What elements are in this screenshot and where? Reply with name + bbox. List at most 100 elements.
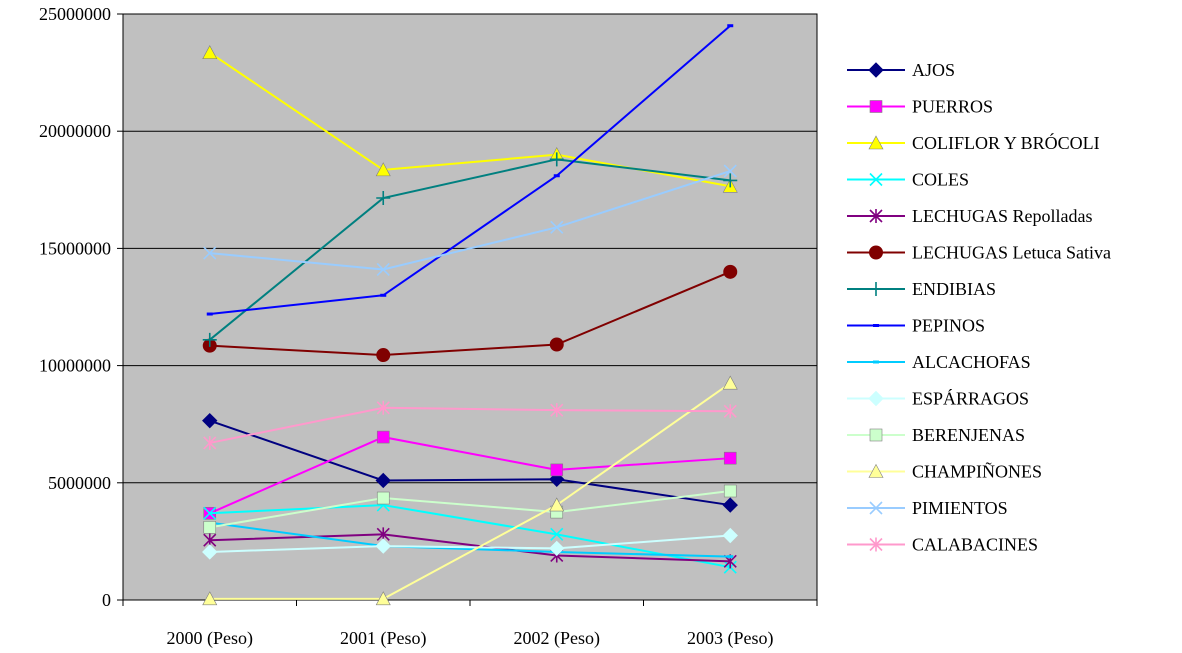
data-point-marker xyxy=(202,544,218,560)
series-line xyxy=(209,534,731,553)
data-point-marker xyxy=(202,45,218,59)
series-line xyxy=(209,436,731,515)
data-point-marker xyxy=(869,282,883,296)
data-point-marker xyxy=(869,537,883,552)
legend-item: PUERROS xyxy=(847,97,993,117)
legend-item: ALCACHOFAS xyxy=(847,352,1031,372)
series-13 xyxy=(203,400,737,450)
series-line xyxy=(209,521,731,558)
series-9 xyxy=(202,527,738,560)
x-tick-label: 2001 (Peso) xyxy=(340,628,427,649)
data-point-marker xyxy=(869,501,883,515)
legend-item: LECHUGAS Repolladas xyxy=(847,206,1092,226)
series-6 xyxy=(202,152,738,347)
x-axis-ticks: 2000 (Peso) 2001 (Peso) 2002 (Peso) 2003 (P… xyxy=(122,600,818,649)
legend-label: PIMIENTOS xyxy=(912,498,1008,518)
data-point-marker xyxy=(203,435,217,450)
series-7 xyxy=(206,24,734,316)
data-point-marker xyxy=(376,400,390,415)
data-point-marker xyxy=(550,403,564,418)
data-point-marker xyxy=(376,430,390,444)
data-point-marker xyxy=(202,412,218,429)
data-point-marker xyxy=(202,591,218,606)
data-point-marker xyxy=(376,191,391,206)
series-line xyxy=(209,382,731,600)
legend-item: LECHUGAS Letuca Sativa xyxy=(847,243,1111,263)
series-11 xyxy=(202,375,738,606)
y-tick-label: 5000000 xyxy=(48,473,111,493)
data-point-marker xyxy=(550,463,564,477)
data-point-marker xyxy=(550,220,564,234)
data-point-marker xyxy=(869,245,883,260)
data-point-marker xyxy=(723,484,737,498)
legend-label: PUERROS xyxy=(912,97,993,117)
y-tick-label: 25000000 xyxy=(39,4,111,24)
data-point-marker xyxy=(203,521,217,534)
legend-item: PIMIENTOS xyxy=(847,498,1008,518)
legend-item: COLES xyxy=(847,170,969,190)
y-axis-ticks: 0 5000000 10000000 15000000 20000000 25000000 xyxy=(39,4,123,610)
series-line xyxy=(209,24,731,316)
x-tick-label: 2003 (Peso) xyxy=(687,628,774,649)
data-point-marker xyxy=(549,152,564,167)
data-point-marker xyxy=(722,375,738,390)
y-tick-label: 0 xyxy=(102,590,111,610)
y-tick-label: 15000000 xyxy=(39,238,111,258)
data-point-marker xyxy=(868,463,884,478)
data-point-marker xyxy=(869,428,883,442)
data-point-marker xyxy=(203,506,217,520)
legend-label: ENDIBIAS xyxy=(912,279,996,299)
data-point-marker xyxy=(873,360,879,364)
data-point-marker xyxy=(380,293,387,297)
series-12 xyxy=(203,164,737,277)
data-point-marker xyxy=(553,174,560,178)
legend-item: AJOS xyxy=(847,60,955,80)
data-point-marker xyxy=(376,348,391,363)
legend-label: COLIFLOR Y BRÓCOLI xyxy=(912,132,1100,153)
series-line xyxy=(209,490,731,529)
data-point-marker xyxy=(869,209,883,223)
series-line xyxy=(209,406,731,444)
data-point-marker xyxy=(727,24,734,28)
legend-item: PEPINOS xyxy=(847,316,985,336)
data-point-marker xyxy=(868,62,884,78)
legend-label: ALCACHOFAS xyxy=(912,352,1031,372)
data-point-marker xyxy=(723,451,737,465)
legend: AJOS PUERROS COLIFLOR Y BRÓCOLI COLES LECHUG… xyxy=(847,60,1111,555)
data-point-marker xyxy=(723,404,737,419)
data-point-marker xyxy=(723,264,738,279)
legend-item: CHAMPIÑONES xyxy=(847,461,1042,482)
data-point-marker xyxy=(202,332,217,347)
data-point-marker xyxy=(375,472,391,489)
legend-label: BERENJENAS xyxy=(912,425,1025,445)
data-point-marker xyxy=(727,555,734,559)
legend-label: AJOS xyxy=(912,60,955,80)
series-0 xyxy=(202,412,738,513)
data-point-marker xyxy=(869,172,883,187)
legend-item: BERENJENAS xyxy=(847,425,1025,445)
series-line xyxy=(209,504,731,569)
data-point-marker xyxy=(723,173,738,188)
legend-item: CALABACINES xyxy=(847,535,1038,555)
data-point-marker xyxy=(376,491,390,505)
legend-label: CALABACINES xyxy=(912,535,1038,555)
data-point-marker xyxy=(203,246,217,260)
data-point-marker xyxy=(868,390,884,407)
data-point-marker xyxy=(375,591,391,606)
legend-item: ENDIBIAS xyxy=(847,279,996,299)
legend-label: LECHUGAS Repolladas xyxy=(912,206,1092,226)
data-point-marker xyxy=(549,497,565,512)
legend-label: PEPINOS xyxy=(912,316,985,336)
legend-item: ESPÁRRAGOS xyxy=(847,388,1029,409)
data-point-marker xyxy=(722,497,738,513)
x-tick-label: 2000 (Peso) xyxy=(167,628,254,649)
legend-label: LECHUGAS Letuca Sativa xyxy=(912,243,1111,263)
data-point-marker xyxy=(873,324,879,327)
data-point-marker xyxy=(375,538,391,554)
data-point-marker xyxy=(206,312,213,316)
y-tick-label: 10000000 xyxy=(39,356,111,376)
data-point-marker xyxy=(549,540,565,557)
series-line xyxy=(209,158,731,341)
data-point-marker xyxy=(549,337,564,352)
